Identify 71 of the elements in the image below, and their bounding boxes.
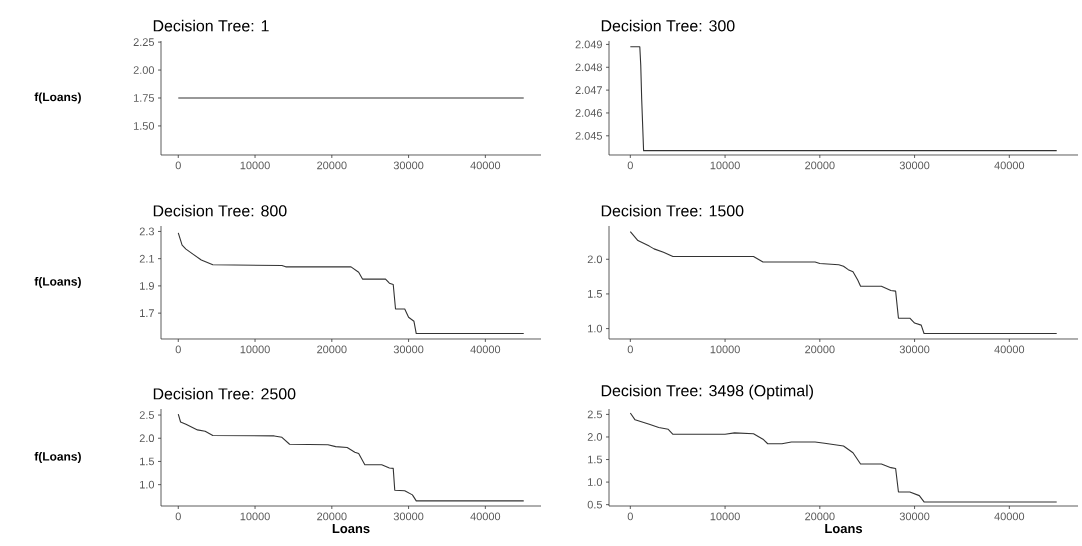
y-axis-title: f(Loans) (34, 451, 81, 464)
y-tick-label: 2.049 (575, 40, 602, 49)
x-tick-label: 20000 (317, 512, 347, 521)
x-tick-label: 10000 (710, 345, 740, 354)
x-tick-label: 0 (627, 161, 633, 170)
x-tick-label: 30000 (899, 345, 930, 354)
x-tick-label: 20000 (317, 161, 347, 170)
line-series (629, 46, 1058, 152)
x-tick-label: 40000 (470, 161, 501, 170)
x-tick-label: 40000 (994, 161, 1025, 170)
y-tick-label: 1.5 (588, 290, 603, 298)
x-tick-label: 10000 (710, 161, 740, 170)
y-tick-label: 1.5 (140, 457, 155, 466)
y-tick-label: 0.5 (587, 500, 603, 509)
x-tick-label: 20000 (317, 345, 347, 354)
y-tick-label: 2.047 (575, 86, 602, 94)
x-tick-label: 10000 (240, 512, 270, 521)
y-tick-label: 2.046 (575, 109, 602, 117)
chart-title: Decision Tree: 2500 (153, 387, 296, 400)
chart-title: Decision Tree: 300 (601, 19, 735, 32)
line-series (629, 230, 1058, 334)
x-tick-label: 0 (175, 161, 181, 170)
y-tick-label: 2.0 (139, 434, 155, 443)
y-tick-label: 2.5 (587, 410, 603, 419)
y-tick-label: 1.50 (133, 122, 155, 130)
line-series (177, 413, 525, 502)
y-tick-label: 1.0 (588, 324, 603, 333)
x-tick-label: 10000 (240, 345, 270, 354)
x-tick-label: 40000 (470, 512, 501, 521)
chart-title: Decision Tree: 1500 (601, 204, 744, 217)
x-tick-label: 20000 (805, 161, 835, 170)
y-tick-label: 2.0 (587, 433, 603, 441)
x-tick-label: 30000 (393, 161, 424, 170)
x-tick-label: 40000 (994, 345, 1025, 354)
x-tick-label: 30000 (899, 161, 930, 170)
x-tick-label: 20000 (805, 345, 835, 354)
y-tick-label: 1.0 (588, 478, 603, 486)
chart-title: Decision Tree: 3498 (Optimal) (601, 384, 813, 400)
y-tick-label: 2.00 (133, 66, 155, 74)
y-tick-label: 2.048 (575, 63, 602, 72)
x-tick-label: 0 (627, 512, 633, 521)
y-tick-label: 1.5 (588, 455, 603, 464)
x-tick-label: 30000 (393, 512, 424, 521)
y-tick-label: 1.7 (140, 309, 154, 317)
x-axis-title: Loans (825, 524, 863, 534)
x-tick-label: 0 (627, 345, 633, 354)
x-tick-label: 40000 (470, 345, 501, 354)
chart-title: Decision Tree: 1 (153, 19, 269, 32)
x-tick-label: 40000 (994, 512, 1025, 521)
x-tick-label: 0 (175, 512, 181, 521)
x-tick-label: 30000 (899, 512, 930, 521)
x-tick-label: 10000 (240, 161, 270, 170)
line-series (629, 412, 1058, 503)
y-tick-label: 2.5 (139, 411, 155, 419)
chart-title: Decision Tree: 800 (153, 204, 287, 217)
x-axis-title: Loans (332, 524, 370, 534)
y-tick-label: 1.75 (133, 94, 155, 102)
line-series (177, 232, 525, 335)
y-tick-label: 2.3 (139, 227, 154, 236)
y-axis-title: f(Loans) (34, 276, 81, 289)
y-tick-label: 2.1 (139, 254, 154, 263)
y-tick-label: 1.9 (140, 282, 154, 290)
y-tick-label: 1.0 (140, 480, 155, 489)
x-tick-label: 30000 (393, 345, 424, 354)
y-tick-label: 2.0 (587, 255, 603, 264)
y-tick-label: 2.045 (575, 131, 603, 140)
y-axis-title: f(Loans) (34, 92, 81, 104)
x-tick-label: 20000 (805, 512, 835, 521)
x-tick-label: 10000 (710, 512, 740, 521)
y-tick-label: 2.25 (133, 38, 155, 46)
x-tick-label: 0 (175, 345, 181, 354)
